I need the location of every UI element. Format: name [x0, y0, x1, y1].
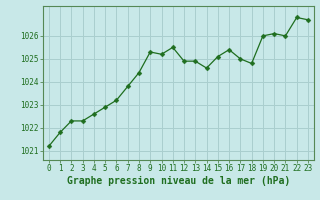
X-axis label: Graphe pression niveau de la mer (hPa): Graphe pression niveau de la mer (hPa) — [67, 176, 290, 186]
